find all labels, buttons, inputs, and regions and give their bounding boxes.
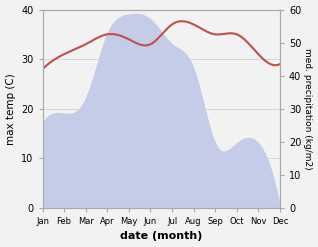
Y-axis label: med. precipitation (kg/m2): med. precipitation (kg/m2) bbox=[303, 48, 313, 169]
Y-axis label: max temp (C): max temp (C) bbox=[5, 73, 16, 144]
X-axis label: date (month): date (month) bbox=[120, 231, 203, 242]
